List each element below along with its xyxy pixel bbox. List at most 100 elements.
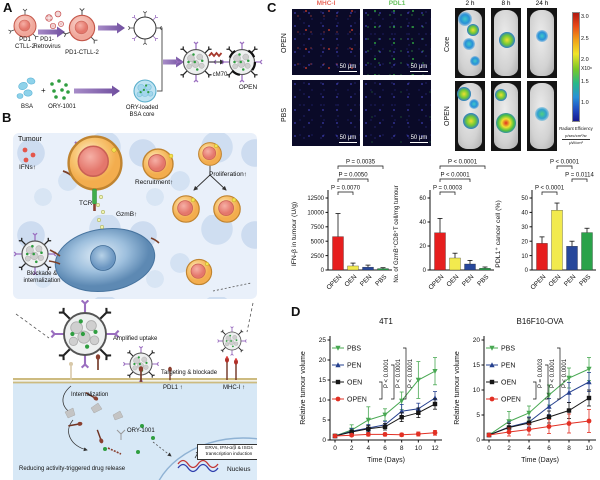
svg-text:4T1: 4T1 bbox=[379, 317, 393, 326]
colorbar-tick: 2.5 bbox=[581, 36, 589, 42]
tumour-growth-chart-4t1: 4T1 0 5 10 15 20 25 0 2 4 6 8 10 12 Time (Days) Relativ… bbox=[300, 317, 442, 464]
svg-text:10: 10 bbox=[319, 397, 327, 404]
ervs-induction-line1: ERVs, IFN-α/β & ISGs bbox=[205, 446, 253, 451]
svg-text:B16F10-OVA: B16F10-OVA bbox=[517, 317, 565, 326]
scale-bar-text: 50 μm bbox=[339, 63, 357, 70]
svg-text:30: 30 bbox=[521, 225, 528, 231]
svg-text:PEN: PEN bbox=[563, 273, 578, 288]
svg-text:40: 40 bbox=[419, 220, 426, 226]
micrograph-pbs-pdl1: 50 μm bbox=[363, 80, 431, 146]
svg-text:PDL1⁺ cancer cell (%): PDL1⁺ cancer cell (%) bbox=[495, 200, 502, 267]
pd1-ctll2-engineered-label: PD1-CTLL-2 bbox=[65, 50, 99, 56]
svg-text:P = 0.0003: P = 0.0003 bbox=[433, 186, 463, 192]
colorbar-unit-numerator: p/sec/cm²/sr bbox=[565, 133, 587, 138]
svg-text:4: 4 bbox=[527, 445, 531, 452]
svg-text:0: 0 bbox=[476, 437, 480, 444]
targeting-blockade-label: Targeting & blockade bbox=[161, 370, 218, 376]
ervs-induction-box: ERVs, IFN-α/β & ISGs transcription induc… bbox=[197, 444, 257, 461]
colorbar-tick: 1.5 bbox=[581, 79, 589, 85]
svg-text:0: 0 bbox=[487, 445, 491, 452]
mouse-image-core-24h bbox=[527, 8, 557, 78]
fraction-line bbox=[562, 138, 590, 139]
svg-text:No. of GzmB⁺CD8⁺T cell/mg tumo: No. of GzmB⁺CD8⁺T cell/mg tumour bbox=[393, 185, 400, 282]
svg-text:2500: 2500 bbox=[311, 254, 325, 260]
ervs-induction-line2: transcription induction bbox=[205, 452, 253, 458]
micrograph-open-mhc1: 50 μm bbox=[292, 9, 360, 75]
svg-text:P = 0.0050: P = 0.0050 bbox=[338, 173, 368, 179]
plus-sign: + bbox=[41, 86, 46, 95]
panel-d-label: D bbox=[291, 304, 301, 319]
amplified-uptake-label: Amplified uptake bbox=[113, 336, 158, 342]
scale-bar: 50 μm bbox=[410, 135, 428, 143]
svg-text:PEN: PEN bbox=[501, 363, 515, 370]
svg-text:OPEN: OPEN bbox=[325, 273, 343, 291]
scale-bar-line bbox=[339, 141, 357, 143]
svg-text:10: 10 bbox=[415, 445, 423, 452]
colorbar-tick: 3.0 bbox=[581, 14, 589, 20]
blockade-label-line1: Blockade & bbox=[26, 271, 58, 277]
svg-text:0: 0 bbox=[321, 268, 325, 274]
mouse-body bbox=[530, 10, 554, 76]
internalization-label: Internalization bbox=[71, 392, 109, 398]
pd1-ctll2-cell-label-line1: PD1 bbox=[19, 37, 31, 43]
ifns-label: IFNs↑ bbox=[19, 164, 36, 171]
svg-text:PEN: PEN bbox=[461, 273, 476, 288]
svg-text:10: 10 bbox=[473, 387, 481, 394]
svg-text:P = 0.0070: P = 0.0070 bbox=[331, 186, 361, 192]
scale-bar-line bbox=[410, 141, 428, 143]
svg-text:Relative tumour volume: Relative tumour volume bbox=[454, 351, 461, 425]
colorbar-scale-exponent: X10⁸ bbox=[581, 66, 593, 72]
svg-text:8: 8 bbox=[567, 445, 571, 452]
tumour-growth-chart-b16f10: B16F10-OVA 0 5 10 15 20 0 2 4 6 8 10 Time (Days) Rela… bbox=[454, 317, 596, 464]
panel-b-upper-illustration bbox=[13, 135, 252, 292]
ivis-timepoint-8h: 8 h bbox=[501, 0, 511, 7]
scale-bar: 50 μm bbox=[339, 135, 357, 143]
svg-text:2: 2 bbox=[350, 445, 354, 452]
ivis-timepoint-24h: 24 h bbox=[535, 0, 549, 7]
panel-b-cell-zoom-diagram: Amplified uptake Targeting & blockade PD… bbox=[13, 300, 257, 480]
svg-text:PEN: PEN bbox=[347, 363, 361, 370]
svg-text:12: 12 bbox=[431, 445, 439, 452]
svg-text:PBS: PBS bbox=[501, 346, 515, 353]
svg-text:8: 8 bbox=[400, 445, 404, 452]
cm70-label: cM70 bbox=[212, 72, 228, 78]
svg-text:5000: 5000 bbox=[311, 239, 325, 245]
svg-text:2: 2 bbox=[507, 445, 511, 452]
svg-text:12500: 12500 bbox=[307, 196, 324, 202]
svg-text:20: 20 bbox=[319, 357, 327, 364]
ory-loaded-core-label-line2: BSA core bbox=[129, 112, 155, 118]
svg-text:15: 15 bbox=[473, 362, 481, 369]
svg-text:PBS: PBS bbox=[476, 273, 491, 288]
svg-text:Relative tumour volume: Relative tumour volume bbox=[300, 351, 307, 425]
svg-text:7500: 7500 bbox=[311, 225, 325, 231]
pdl1-up-label: PDL1 ↑ bbox=[163, 385, 183, 391]
svg-text:P < 0.0001: P < 0.0001 bbox=[550, 358, 556, 388]
gzmb-cd8-bar-chart: 0 20 40 60 No. of GzmB⁺CD8⁺T cell/mg tumour O… bbox=[393, 160, 494, 291]
scale-bar-line bbox=[410, 70, 428, 72]
svg-text:OPEN: OPEN bbox=[427, 273, 445, 291]
micrograph-pbs-mhc1: 50 μm bbox=[292, 80, 360, 146]
mouse-image-open-8h bbox=[491, 81, 521, 151]
bsa-label: BSA bbox=[20, 104, 33, 110]
svg-text:OEN: OEN bbox=[445, 273, 460, 288]
svg-text:OPEN: OPEN bbox=[347, 397, 367, 404]
microscopy-row-label-pbs: PBS bbox=[281, 108, 288, 123]
svg-text:P < 0.0001: P < 0.0001 bbox=[396, 358, 402, 388]
svg-text:IFN-β in tumour (U/g): IFN-β in tumour (U/g) bbox=[291, 202, 298, 266]
svg-text:P < 0.0001: P < 0.0001 bbox=[448, 160, 478, 166]
svg-text:0: 0 bbox=[525, 268, 529, 274]
svg-text:OPEN: OPEN bbox=[501, 397, 521, 404]
ory-1001-label: ORY-1001 bbox=[48, 104, 76, 110]
svg-text:PBS: PBS bbox=[578, 273, 593, 288]
svg-text:6: 6 bbox=[547, 445, 551, 452]
svg-text:P < 0.0001: P < 0.0001 bbox=[535, 186, 565, 192]
pd1-retrovirus-label-line1: PD1- bbox=[40, 37, 54, 43]
svg-text:20: 20 bbox=[521, 239, 528, 245]
colorbar-units: p/sec/cm²/sr μW/cm² bbox=[556, 133, 596, 145]
svg-text:PBS: PBS bbox=[374, 273, 389, 288]
ifn-beta-bar-chart: 0 2500 5000 7500 10000 12500 IFN-β in tumour (… bbox=[291, 160, 392, 291]
panel-a-illustration bbox=[7, 7, 270, 103]
colorbar-tick: 2.0 bbox=[581, 57, 589, 63]
panel-b-tumour-diagram: Tumour IFNs↑ TCR GzmB↑ Recruitment↑ Prol… bbox=[13, 133, 257, 299]
ivis-row-label-open: OPEN bbox=[444, 106, 451, 126]
